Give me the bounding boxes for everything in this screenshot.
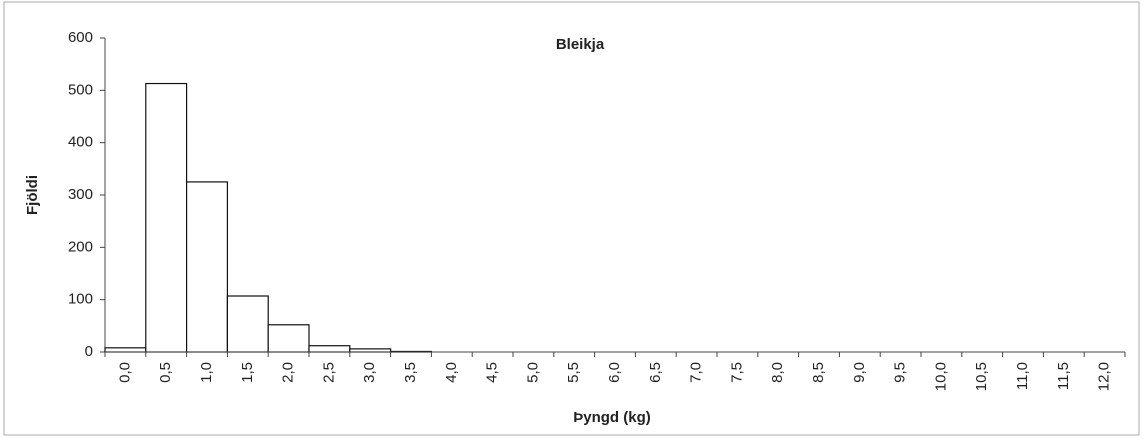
x-tick-label: 8,0 xyxy=(769,362,786,383)
x-tick-label: 3,5 xyxy=(402,362,419,383)
x-tick-label: 7,0 xyxy=(688,362,705,383)
y-tick-label: 200 xyxy=(68,238,93,255)
y-axis-label: Fjöldi xyxy=(24,175,41,215)
x-tick-label: 3,0 xyxy=(361,362,378,383)
x-tick-label: 0,0 xyxy=(116,362,133,383)
chart-title: Bleikja xyxy=(556,36,605,53)
x-tick-label: 9,5 xyxy=(892,362,909,383)
bar xyxy=(226,295,269,353)
bar xyxy=(267,324,310,353)
x-tick-label: 7,5 xyxy=(728,362,745,383)
x-tick-label: 10,5 xyxy=(973,362,990,391)
y-tick-label: 500 xyxy=(68,81,93,98)
bar xyxy=(186,181,229,353)
x-tick-label: 6,0 xyxy=(606,362,623,383)
y-tick-label: 600 xyxy=(68,29,93,46)
y-tick-label: 400 xyxy=(68,134,93,151)
y-tick-label: 100 xyxy=(68,291,93,308)
x-tick-label: 10,0 xyxy=(932,362,949,391)
x-tick-label: 4,0 xyxy=(443,362,460,383)
frame xyxy=(3,1,1140,436)
x-tick-label: 1,5 xyxy=(239,362,256,383)
x-tick-label: 12,0 xyxy=(1096,362,1113,391)
y-tick-label: 300 xyxy=(68,186,93,203)
x-tick-label: 2,0 xyxy=(280,362,297,383)
x-axis-label: Þyngd (kg) xyxy=(573,409,651,426)
x-tick-label: 5,5 xyxy=(565,362,582,383)
x-tick-label: 2,5 xyxy=(320,362,337,383)
x-tick-label: 6,5 xyxy=(647,362,664,383)
x-tick-label: 5,0 xyxy=(524,362,541,383)
bar xyxy=(104,347,147,353)
x-tick-label: 11,5 xyxy=(1055,362,1072,390)
x-tick-label: 4,5 xyxy=(484,362,501,383)
bar xyxy=(145,82,188,353)
x-tick-label: 9,0 xyxy=(851,362,868,383)
bar xyxy=(308,345,351,353)
x-tick-label: 11,0 xyxy=(1014,362,1031,390)
x-tick-label: 0,5 xyxy=(157,362,174,383)
x-tick-label: 1,0 xyxy=(198,362,215,383)
x-tick-label: 8,5 xyxy=(810,362,827,383)
y-tick-label: 0 xyxy=(85,343,93,360)
